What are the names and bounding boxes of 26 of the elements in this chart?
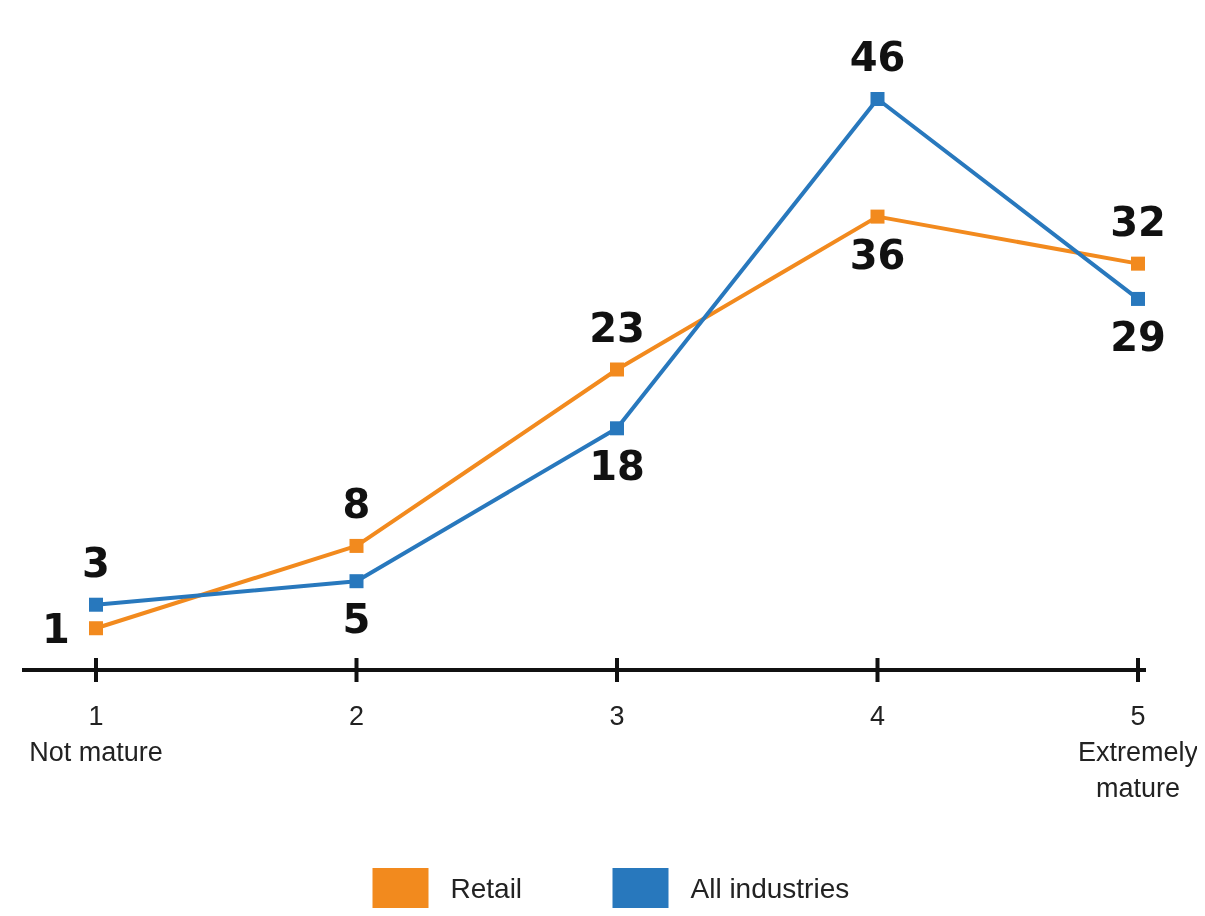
- point: [870, 209, 885, 224]
- point: [89, 621, 103, 636]
- point: [870, 92, 885, 106]
- data-label: 8: [342, 480, 371, 527]
- data-label: 18: [589, 443, 645, 490]
- point: [1131, 256, 1145, 271]
- legend-label: All industries: [690, 873, 850, 904]
- data-label: 32: [1110, 198, 1166, 245]
- data-label: 5: [342, 596, 371, 643]
- data-label: 1: [42, 606, 70, 653]
- point: [610, 362, 624, 377]
- x-tick-label: 1 Not mature: [29, 701, 163, 767]
- point: [89, 597, 103, 612]
- point: [349, 538, 364, 553]
- x-tick-label: 2: [348, 701, 365, 731]
- point: [349, 574, 364, 589]
- data-label: 46: [849, 34, 906, 80]
- x-tick-label: 3: [609, 701, 625, 731]
- data-label: 29: [1110, 313, 1166, 360]
- point: [610, 421, 624, 436]
- x-tick-label: 4: [869, 701, 886, 731]
- data-label: 3: [82, 539, 110, 586]
- data-label: 23: [589, 304, 645, 351]
- point: [1131, 291, 1145, 306]
- data-label: 36: [849, 231, 906, 278]
- legend-label: Retail: [450, 873, 523, 904]
